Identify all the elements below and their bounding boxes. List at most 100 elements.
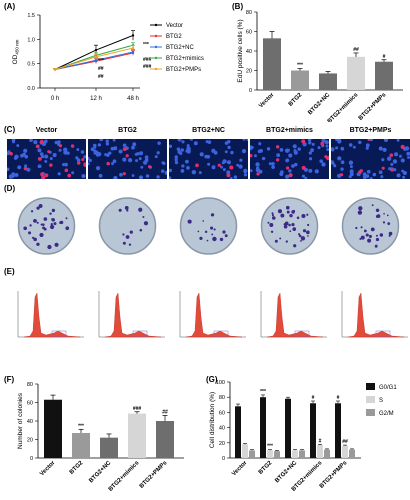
- nucleus: [293, 149, 297, 153]
- nucleus: [131, 174, 135, 177]
- nucleus: [169, 144, 173, 148]
- colony: [142, 215, 145, 218]
- colony: [129, 230, 133, 234]
- nucleus: [44, 154, 49, 159]
- nucleus: [301, 174, 306, 178]
- edu-positive-cell: [301, 165, 306, 170]
- colony: [370, 227, 375, 232]
- bar: [274, 451, 280, 458]
- nucleus: [76, 148, 80, 151]
- nucleus: [233, 175, 238, 179]
- nucleus: [49, 156, 53, 161]
- nucleus: [54, 140, 59, 145]
- colony-dish-canvas: [98, 197, 157, 255]
- y-tick-label: 20: [27, 438, 33, 444]
- colony: [307, 223, 310, 227]
- x-tick-label: BTG2+mimics: [108, 460, 141, 493]
- nucleus: [186, 149, 191, 154]
- nucleus: [369, 177, 373, 179]
- colony: [28, 231, 32, 235]
- nucleus: [24, 164, 28, 168]
- nucleus: [144, 155, 149, 160]
- nucleus: [205, 140, 209, 144]
- edu-image-title-3: BTG2+mimics: [266, 127, 313, 134]
- nucleus: [321, 139, 326, 143]
- nucleus: [99, 139, 104, 142]
- nucleus: [250, 169, 253, 173]
- significance-mark: ###: [133, 406, 142, 412]
- panel-label-f: (F): [4, 375, 15, 384]
- nucleus: [239, 158, 243, 162]
- nucleus: [181, 164, 185, 168]
- colony: [298, 234, 302, 238]
- colony: [49, 212, 52, 215]
- nucleus: [140, 165, 144, 169]
- nucleus: [340, 160, 345, 165]
- nucleus: [22, 152, 26, 157]
- bar: [156, 421, 174, 458]
- edu-positive-cell: [275, 145, 280, 149]
- nucleus: [112, 159, 117, 164]
- nucleus: [266, 147, 271, 151]
- edu-positive-cell: [285, 166, 290, 170]
- x-tick-label: BTG2: [69, 460, 85, 476]
- edu-image-canvas: [88, 139, 167, 179]
- series-line-0: [54, 34, 134, 70]
- colony: [39, 232, 44, 238]
- colony: [213, 228, 216, 231]
- nucleus: [325, 144, 329, 148]
- nucleus: [43, 139, 48, 144]
- nucleus: [14, 173, 19, 177]
- nucleus: [113, 146, 118, 151]
- nucleus: [29, 139, 33, 143]
- nucleus: [280, 170, 284, 174]
- nucleus: [271, 165, 275, 170]
- nucleus: [44, 159, 48, 163]
- nucleus: [224, 150, 228, 154]
- bar: [128, 413, 146, 458]
- colony: [375, 215, 379, 218]
- colony: [289, 230, 292, 233]
- nucleus: [26, 167, 31, 172]
- bar: [375, 61, 393, 90]
- colony: [29, 224, 32, 227]
- edu-positive-cell: [122, 172, 126, 176]
- flow-histogram-canvas: [98, 291, 165, 338]
- colony: [211, 233, 214, 236]
- significance-mark: #: [383, 54, 386, 60]
- nucleus: [186, 165, 190, 170]
- nucleus: [93, 145, 97, 149]
- flow-histogram-canvas: [260, 291, 327, 338]
- nucleus: [279, 147, 284, 152]
- nucleus: [122, 157, 127, 162]
- significance-mark: #: [312, 395, 315, 401]
- edu-positive-cell: [217, 163, 221, 167]
- nucleus: [138, 157, 142, 161]
- nucleus: [174, 160, 179, 165]
- nucleus: [136, 152, 140, 156]
- nucleus: [372, 172, 377, 177]
- colony: [283, 224, 288, 229]
- legend-marker: [154, 34, 158, 38]
- y-axis-label: EdU positive cells (%): [237, 19, 244, 82]
- colony: [301, 213, 306, 218]
- nucleus: [288, 169, 292, 173]
- edu-image-1: [88, 139, 167, 179]
- nucleus: [58, 148, 62, 152]
- flow-histogram-4: [334, 287, 410, 343]
- colony: [41, 223, 45, 226]
- colony-dish-0: [7, 196, 86, 256]
- nucleus: [348, 160, 354, 165]
- nucleus: [380, 175, 384, 179]
- nucleus: [294, 162, 298, 167]
- colony: [51, 208, 56, 213]
- nucleus: [406, 151, 410, 156]
- colony-dish-3: [250, 196, 329, 256]
- flow-peak: [104, 292, 162, 338]
- nucleus: [179, 151, 183, 156]
- edu-positive-cell: [64, 168, 69, 173]
- colony: [51, 218, 55, 222]
- nucleus: [314, 169, 319, 174]
